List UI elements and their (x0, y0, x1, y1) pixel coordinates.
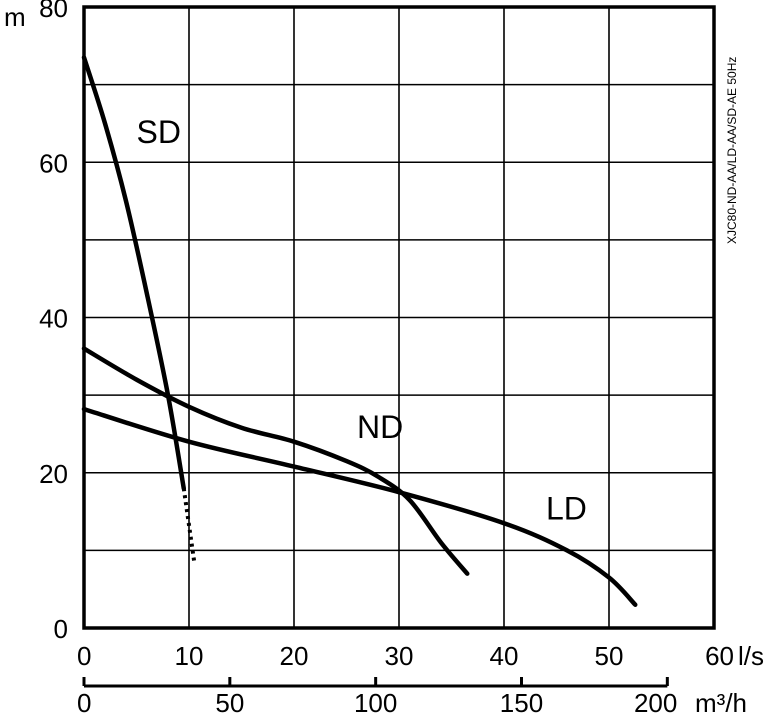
series-curve-nd (81, 346, 470, 576)
x-tick-label-primary: 30 (385, 641, 414, 671)
x-axis-primary-unit-label: l/s (738, 641, 764, 671)
grid (84, 7, 714, 628)
x-tick-label-secondary: 100 (354, 688, 397, 718)
y-tick-label: 20 (39, 459, 68, 489)
x-tick-label-primary: 40 (490, 641, 519, 671)
series-curve-ld (81, 406, 638, 607)
series-label-sd: SD (137, 114, 181, 150)
x-tick-label-primary: 20 (280, 641, 309, 671)
x-tick-label-secondary: 50 (215, 688, 244, 718)
series-label-ld: LD (546, 490, 587, 526)
side-label: XJC80-ND-AA/LD-AA/SD-AE 50Hz (725, 57, 739, 244)
series-curve-sd (81, 55, 186, 491)
x-tick-label-primary: 50 (595, 641, 624, 671)
y-tick-label: 60 (39, 148, 68, 178)
series-curves (81, 55, 638, 607)
x-tick-label-secondary: 200 (634, 688, 677, 718)
x-axis-secondary-unit-label: m³/h (695, 688, 747, 718)
y-axis-unit-label: m (4, 2, 26, 32)
y-tick-label: 40 (39, 304, 68, 334)
x-tick-label-primary: 0 (77, 641, 91, 671)
plot-frame (82, 5, 716, 630)
series-extension-sd (181, 487, 197, 563)
x-tick-label-primary: 60 (705, 641, 734, 671)
x-tick-label-secondary: 150 (500, 688, 543, 718)
x-tick-label-secondary: 0 (77, 688, 91, 718)
x-tick-label-primary: 10 (175, 641, 204, 671)
y-tick-label: 0 (54, 614, 68, 644)
y-tick-label: 80 (39, 0, 68, 23)
series-label-nd: ND (357, 409, 403, 445)
